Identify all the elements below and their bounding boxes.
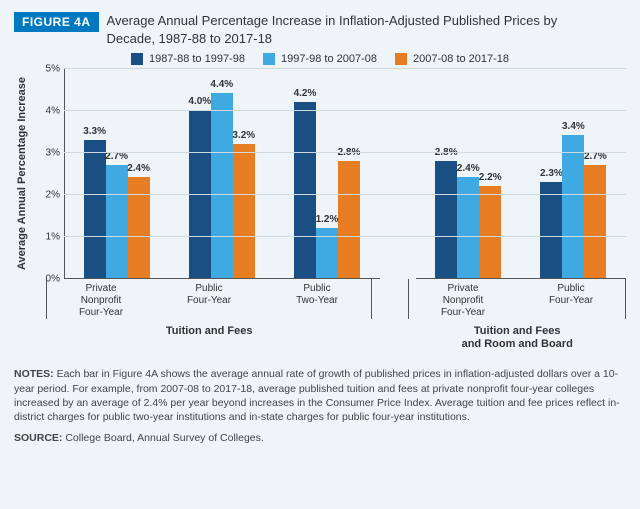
bar-value-label: 2.4% [127, 163, 150, 174]
panel: 3.3%2.7%2.4%4.0%4.4%3.2%4.2%1.2%2.8% [64, 69, 380, 279]
bar-group: 2.3%3.4%2.7% [540, 135, 606, 278]
gridline [64, 236, 626, 237]
bar-value-label: 3.2% [232, 130, 255, 141]
bar: 2.7% [106, 165, 128, 278]
section-labels: Tuition and Fees Tuition and Fees and Roo… [46, 319, 626, 351]
bar-value-label: 3.4% [562, 121, 585, 132]
source-label: SOURCE: [14, 432, 62, 444]
bar-group: 4.0%4.4%3.2% [189, 93, 255, 278]
y-tick: 3% [32, 148, 60, 159]
legend-label: 1997-98 to 2007-08 [281, 53, 377, 65]
bar: 3.4% [562, 135, 584, 278]
y-tick: 1% [32, 232, 60, 243]
bar-group: 3.3%2.7%2.4% [84, 140, 150, 279]
source-text: College Board, Annual Survey of Colleges… [65, 432, 263, 444]
bar-value-label: 4.4% [210, 79, 233, 90]
bar: 4.4% [211, 93, 233, 278]
bar: 2.8% [435, 161, 457, 279]
bar-value-label: 2.2% [479, 172, 502, 183]
legend-swatch [395, 53, 407, 65]
bar-value-label: 2.3% [540, 168, 563, 179]
category-label: PublicFour-Year [536, 283, 606, 319]
bar: 2.2% [479, 186, 501, 278]
y-axis-label: Average Annual Percentage Increase [14, 69, 28, 279]
bar-value-label: 4.2% [294, 88, 317, 99]
gridline [64, 110, 626, 111]
bar-value-label: 1.2% [316, 214, 339, 225]
legend-swatch [263, 53, 275, 65]
figure-title: Average Annual Percentage Increase in In… [107, 12, 577, 47]
section-label: Tuition and Fees and Room and Board [408, 319, 626, 351]
source: SOURCE: College Board, Annual Survey of … [14, 432, 626, 444]
y-tick: 0% [32, 274, 60, 285]
legend-item: 1997-98 to 2007-08 [263, 53, 377, 65]
notes-label: NOTES: [14, 368, 54, 380]
legend-item: 2007-08 to 2017-18 [395, 53, 509, 65]
panel-category-row: Private NonprofitFour-Year PublicFour-Yea… [46, 279, 372, 319]
bar: 3.3% [84, 140, 106, 279]
bar: 3.2% [233, 144, 255, 278]
bar: 2.4% [128, 177, 150, 278]
bar-value-label: 2.4% [457, 163, 480, 174]
notes: NOTES: Each bar in Figure 4A shows the a… [14, 367, 626, 424]
bar-value-label: 4.0% [188, 96, 211, 107]
category-label: Private NonprofitFour-Year [428, 283, 498, 319]
category-label: PublicFour-Year [174, 283, 244, 319]
bar: 2.7% [584, 165, 606, 278]
bar-value-label: 3.3% [83, 126, 106, 137]
plot-area: 3.3%2.7%2.4%4.0%4.4%3.2%4.2%1.2%2.8%2.8%… [32, 69, 626, 279]
section-label: Tuition and Fees [46, 319, 372, 351]
y-tick: 4% [32, 106, 60, 117]
bar-group: 2.8%2.4%2.2% [435, 161, 501, 279]
y-tick: 2% [32, 190, 60, 201]
bar-group: 4.2%1.2%2.8% [294, 102, 360, 278]
bar: 2.3% [540, 182, 562, 279]
bar: 2.8% [338, 161, 360, 279]
chart: Average Annual Percentage Increase 3.3%2… [14, 69, 626, 279]
legend-label: 1987-88 to 1997-98 [149, 53, 245, 65]
category-label: PublicTwo-Year [282, 283, 352, 319]
notes-text: Each bar in Figure 4A shows the average … [14, 368, 620, 423]
y-tick: 5% [32, 64, 60, 75]
bars-container: 3.3%2.7%2.4%4.0%4.4%3.2%4.2%1.2%2.8%2.8%… [64, 69, 626, 279]
legend: 1987-88 to 1997-98 1997-98 to 2007-08 2007… [14, 53, 626, 65]
category-labels: Private NonprofitFour-Year PublicFour-Yea… [46, 279, 626, 319]
legend-item: 1987-88 to 1997-98 [131, 53, 245, 65]
panel-category-row: Private NonprofitFour-Year PublicFour-Yea… [408, 279, 626, 319]
gridline [64, 68, 626, 69]
category-label: Private NonprofitFour-Year [66, 283, 136, 319]
bar: 4.2% [294, 102, 316, 278]
legend-swatch [131, 53, 143, 65]
figure-badge: FIGURE 4A [14, 12, 99, 32]
legend-label: 2007-08 to 2017-18 [413, 53, 509, 65]
panel: 2.8%2.4%2.2%2.3%3.4%2.7% [416, 69, 626, 279]
bar: 2.4% [457, 177, 479, 278]
gridline [64, 194, 626, 195]
figure-header: FIGURE 4A Average Annual Percentage Incr… [14, 12, 626, 47]
gridline [64, 152, 626, 153]
